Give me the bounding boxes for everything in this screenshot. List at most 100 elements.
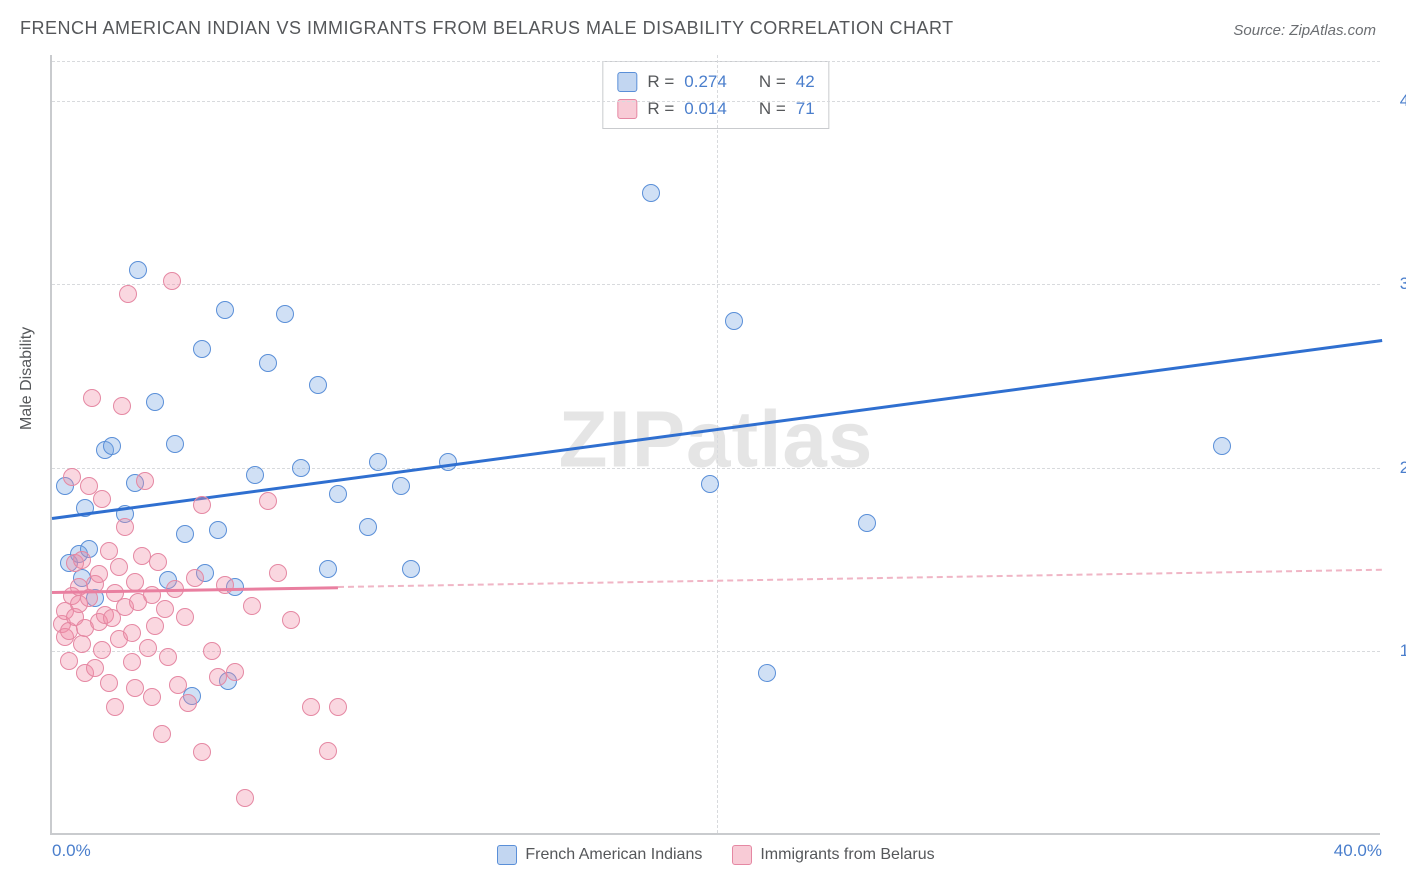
scatter-point [139,639,157,657]
legend-n-label: N = [759,68,786,95]
scatter-point [369,453,387,471]
scatter-point [93,490,111,508]
scatter-point [216,301,234,319]
scatter-point [319,742,337,760]
scatter-point [209,521,227,539]
scatter-point [276,305,294,323]
scatter-point [292,459,310,477]
scatter-point [309,376,327,394]
source-value: ZipAtlas.com [1289,22,1376,39]
scatter-point [758,664,776,682]
scatter-point [246,466,264,484]
scatter-point [193,743,211,761]
scatter-point [123,624,141,642]
scatter-point [86,659,104,677]
scatter-point [243,597,261,615]
scatter-point [209,668,227,686]
scatter-point [143,688,161,706]
scatter-point [146,393,164,411]
legend-item: French American Indians [497,845,702,865]
scatter-point [186,569,204,587]
scatter-point [123,653,141,671]
legend-r-value: 0.014 [684,95,727,122]
legend-swatch [617,72,637,92]
y-tick-label: 40.0% [1400,91,1406,111]
scatter-point [236,789,254,807]
scatter-point [169,676,187,694]
watermark: ZIPatlas [559,393,874,485]
scatter-point [110,558,128,576]
scatter-point [642,184,660,202]
y-tick-label: 10.0% [1400,641,1406,661]
scatter-point [126,573,144,591]
scatter-point [103,437,121,455]
series-legend: French American Indians Immigrants from B… [52,845,1380,865]
scatter-point [119,285,137,303]
source-attribution: Source: ZipAtlas.com [1233,22,1376,39]
scatter-point [392,477,410,495]
legend-r-label: R = [647,95,674,122]
scatter-point [725,312,743,330]
scatter-point [319,560,337,578]
legend-swatch [497,845,517,865]
scatter-point [156,600,174,618]
scatter-point [176,608,194,626]
legend-n-value: 71 [796,95,815,122]
scatter-point [113,397,131,415]
gridline-h [52,61,1380,62]
scatter-point [179,694,197,712]
x-tick-label: 0.0% [52,841,91,861]
scatter-point [100,542,118,560]
scatter-point [176,525,194,543]
scatter-point [73,635,91,653]
x-tick-label: 40.0% [1334,841,1382,861]
correlation-chart: FRENCH AMERICAN INDIAN VS IMMIGRANTS FRO… [0,0,1406,892]
scatter-point [402,560,420,578]
scatter-point [259,492,277,510]
plot-area: ZIPatlas R =0.274N =42R =0.014N =71 Fren… [50,55,1380,835]
legend-row: R = 0.014 N = 71 [617,95,814,122]
scatter-point [858,514,876,532]
legend-n-label: N = [759,95,786,122]
scatter-point [203,642,221,660]
source-label: Source: [1233,22,1285,39]
legend-r-value: 0.274 [684,68,727,95]
scatter-point [136,472,154,490]
legend-label: Immigrants from Belarus [760,846,934,864]
scatter-point [166,435,184,453]
scatter-point [100,674,118,692]
scatter-point [159,648,177,666]
gridline-h [52,284,1380,285]
scatter-point [146,617,164,635]
scatter-point [106,698,124,716]
trend-line [338,569,1382,588]
scatter-point [329,698,347,716]
y-axis-label: Male Disability [18,327,36,430]
scatter-point [216,576,234,594]
gridline-h [52,651,1380,652]
scatter-point [90,565,108,583]
legend-item: Immigrants from Belarus [732,845,934,865]
scatter-point [226,663,244,681]
scatter-point [163,272,181,290]
scatter-point [129,261,147,279]
scatter-point [701,475,719,493]
scatter-point [359,518,377,536]
correlation-legend: R = 0.274 N = 42 R = 0.014 N = 71 [602,61,829,129]
scatter-point [116,518,134,536]
legend-swatch [732,845,752,865]
gridline-v [717,55,718,833]
scatter-point [153,725,171,743]
y-tick-label: 20.0% [1400,458,1406,478]
scatter-point [1213,437,1231,455]
scatter-point [149,553,167,571]
scatter-point [60,652,78,670]
legend-n-value: 42 [796,68,815,95]
legend-r-label: R = [647,68,674,95]
scatter-point [193,340,211,358]
gridline-h [52,101,1380,102]
scatter-point [93,641,111,659]
scatter-point [269,564,287,582]
y-tick-label: 30.0% [1400,274,1406,294]
scatter-point [259,354,277,372]
